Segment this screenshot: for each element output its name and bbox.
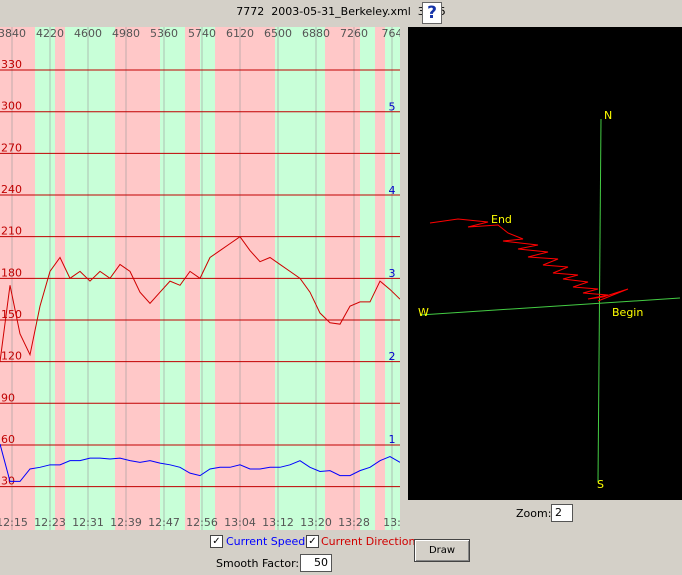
y-tick-label: 240	[1, 183, 22, 196]
time-label: 13:	[383, 516, 400, 529]
compass-west: W	[418, 306, 429, 319]
x-tick-label: 4220	[36, 27, 64, 40]
time-label: 13:12	[262, 516, 294, 529]
zoom-label: Zoom:	[516, 507, 552, 520]
time-label: 12:47	[148, 516, 180, 529]
map-background	[408, 27, 682, 500]
track	[429, 218, 629, 302]
x-tick-label: 3840	[0, 27, 26, 40]
we-axis	[419, 297, 681, 316]
y-tick-label: 150	[1, 308, 22, 321]
time-label: 12:15	[0, 516, 28, 529]
x-tick-label: 764	[382, 27, 401, 40]
zoom-input[interactable]: 2	[551, 504, 573, 522]
track-end: End	[491, 213, 512, 226]
y-tick-label: 210	[1, 225, 22, 238]
x-tick-label: 6120	[226, 27, 254, 40]
time-label: 13:04	[224, 516, 256, 529]
y2-tick-label: 2	[389, 350, 396, 363]
x-tick-label: 5360	[150, 27, 178, 40]
y-tick-label: 180	[1, 266, 22, 279]
x-tick-label: 5740	[188, 27, 216, 40]
chart: 384012:15422012:23460012:31498012:395360…	[0, 27, 400, 530]
time-label: 13:28	[338, 516, 370, 529]
draw-button[interactable]: Draw	[414, 539, 470, 562]
smooth-label: Smooth Factor:	[216, 557, 300, 570]
track-map: N S W Begin End	[408, 27, 682, 500]
y2-tick-label: 4	[389, 184, 396, 197]
compass-north: N	[604, 109, 612, 122]
x-tick-label: 6880	[302, 27, 330, 40]
speed-legend: Current Speed	[226, 535, 306, 548]
compass-south: S	[597, 478, 604, 491]
track-begin: Begin	[612, 306, 643, 319]
window-title: 7772 2003-05-31_Berkeley.xml 3825	[236, 5, 446, 18]
y-tick-label: 330	[1, 58, 22, 71]
x-tick-label: 7260	[340, 27, 368, 40]
x-tick-label: 6500	[264, 27, 292, 40]
series-line	[0, 235, 400, 362]
direction-legend: Current Direction	[321, 535, 416, 548]
speed-checkbox[interactable]: ✓	[210, 535, 223, 548]
y-tick-label: 270	[1, 141, 22, 154]
y2-tick-label: 3	[389, 267, 396, 280]
help-button[interactable]: ?	[422, 2, 442, 24]
smooth-input[interactable]: 50	[300, 554, 332, 572]
y2-tick-label: 5	[389, 101, 396, 114]
y-tick-label: 60	[1, 433, 15, 446]
x-tick-label: 4600	[74, 27, 102, 40]
x-tick-label: 4980	[112, 27, 140, 40]
time-label: 12:56	[186, 516, 218, 529]
y-tick-label: 300	[1, 100, 22, 113]
time-label: 12:31	[72, 516, 104, 529]
y-tick-label: 120	[1, 350, 22, 363]
time-label: 12:23	[34, 516, 66, 529]
y2-tick-label: 1	[389, 433, 396, 446]
series-line	[0, 443, 400, 482]
y-tick-label: 90	[1, 391, 15, 404]
time-label: 12:39	[110, 516, 142, 529]
y-tick-label: 30	[1, 475, 15, 488]
time-label: 13:20	[300, 516, 332, 529]
direction-checkbox[interactable]: ✓	[306, 535, 319, 548]
